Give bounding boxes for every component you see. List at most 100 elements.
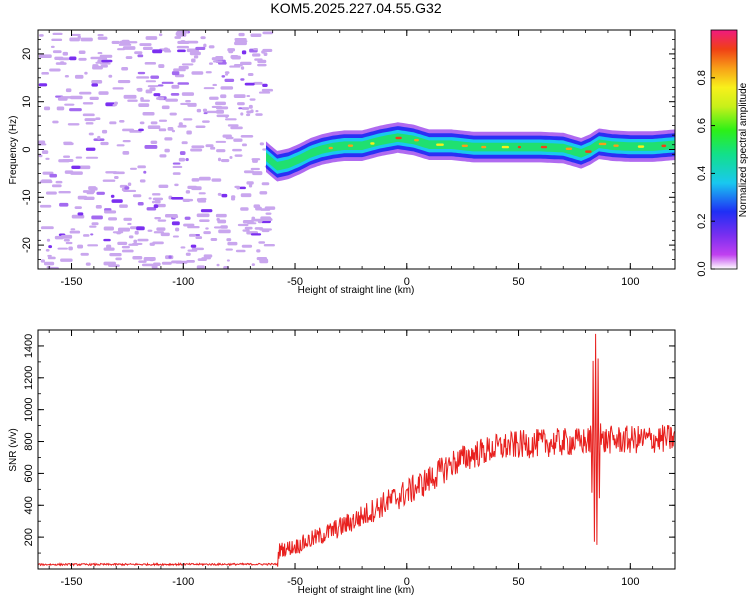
noise-blob [95, 204, 102, 209]
noise-blob [211, 57, 219, 61]
noise-blob [117, 241, 128, 246]
noise-blob [156, 97, 165, 100]
noise-blob [169, 112, 177, 116]
noise-blob [209, 96, 219, 100]
noise-blob [153, 204, 159, 208]
noise-blob [217, 192, 222, 196]
noise-blob [225, 118, 237, 121]
noise-blob [119, 119, 125, 123]
noise-blob [145, 36, 158, 40]
noise-blob [71, 214, 85, 219]
noise-blob [65, 241, 73, 245]
noise-blob [172, 165, 183, 169]
noise-blob [44, 261, 55, 266]
noise-blob [69, 56, 77, 61]
noise-blob [133, 239, 138, 244]
noise-blob [142, 46, 153, 51]
noise-blob [261, 229, 270, 233]
noise-blob [234, 154, 243, 157]
noise-blob [46, 238, 51, 242]
noise-blob [114, 101, 118, 105]
noise-blob [114, 175, 119, 179]
noise-blob [224, 114, 229, 119]
noise-blob [256, 257, 268, 261]
noise-blob [215, 140, 227, 143]
noise-blob [177, 82, 190, 85]
noise-blob [101, 59, 113, 63]
noise-blob [41, 71, 49, 75]
noise-blob [230, 126, 243, 130]
x-tick-label: -50 [287, 576, 303, 588]
ridge-peak [565, 147, 573, 150]
noise-blob [129, 167, 137, 170]
noise-blob [242, 220, 254, 224]
noise-blob [139, 43, 152, 46]
noise-blob [82, 190, 96, 193]
colorbar-label: Normalized spectral amplitude [738, 82, 749, 217]
ridge-peak [613, 144, 619, 147]
noise-blob [226, 238, 232, 242]
noise-blob [104, 210, 117, 214]
noise-blob [121, 245, 130, 249]
noise-blob [198, 192, 206, 195]
noise-blob [45, 249, 50, 252]
noise-blob [178, 122, 183, 126]
noise-blob [253, 48, 258, 51]
noise-blob [188, 233, 196, 237]
noise-blob [101, 129, 108, 134]
noise-blob [240, 134, 254, 138]
noise-blob [157, 203, 166, 208]
noise-blob [231, 55, 241, 60]
noise-blob [220, 94, 227, 99]
noise-blob [250, 167, 260, 171]
y-tick-label: 200 [23, 528, 35, 546]
noise-blob [238, 107, 243, 110]
noise-blob [250, 233, 262, 236]
noise-blob [171, 221, 180, 226]
noise-blob [52, 32, 63, 36]
noise-blob [176, 30, 189, 34]
noise-blob [77, 244, 84, 249]
noise-blob [260, 216, 271, 221]
noise-blob [196, 213, 210, 218]
noise-blob [144, 144, 158, 149]
noise-blob [75, 156, 83, 159]
noise-blob [123, 217, 132, 221]
noise-blob [119, 204, 128, 208]
y-tick-label: 0 [21, 146, 33, 152]
noise-blob [251, 263, 256, 267]
noise-blob [79, 165, 91, 170]
noise-blob [82, 102, 94, 105]
noise-blob [212, 83, 217, 87]
noise-blob [123, 189, 137, 193]
noise-blob [128, 235, 134, 239]
noise-blob [64, 75, 69, 78]
noise-blob [41, 179, 52, 183]
noise-blob [185, 252, 191, 256]
noise-blob [181, 141, 188, 145]
noise-blob [193, 55, 199, 59]
noise-blob [47, 256, 56, 260]
noise-blob [52, 50, 62, 54]
noise-blob [237, 102, 245, 106]
y-tick-label: 600 [23, 464, 35, 482]
noise-blob [38, 54, 52, 59]
noise-blob [122, 139, 131, 143]
noise-blob [235, 249, 246, 253]
noise-blob [215, 109, 225, 114]
noise-blob [227, 48, 236, 52]
noise-blob [39, 204, 52, 208]
noise-blob [90, 233, 94, 236]
noise-blob [255, 110, 259, 113]
noise-blob [184, 216, 191, 220]
colorbar-tick-label: 0.6 [696, 118, 708, 133]
ridge-peak [585, 150, 592, 153]
noise-blob [139, 121, 145, 125]
noise-blob [246, 110, 252, 114]
noise-blob [38, 154, 43, 158]
noise-blob [168, 255, 172, 259]
noise-blob [178, 157, 186, 162]
noise-blob [190, 148, 203, 152]
noise-blob [121, 249, 134, 253]
